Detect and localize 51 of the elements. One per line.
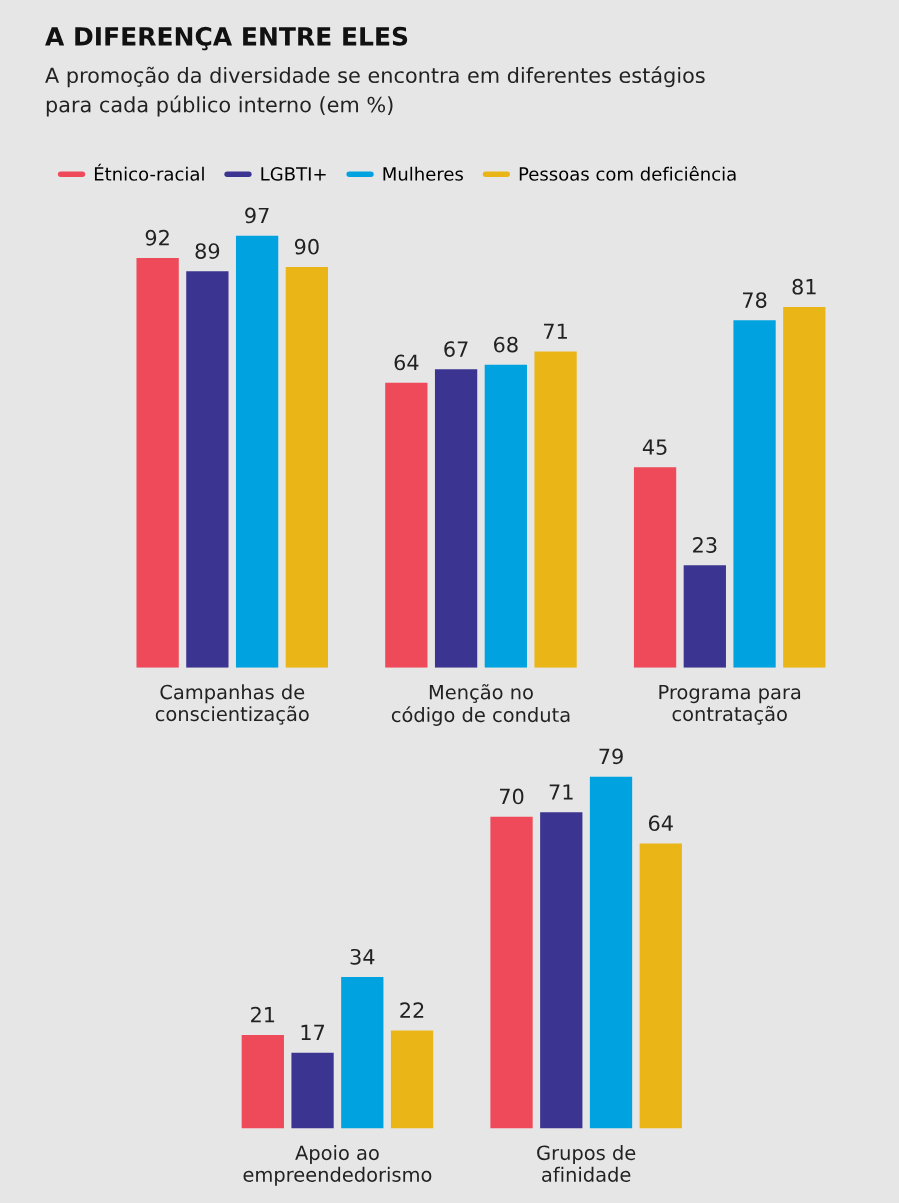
bar — [434, 369, 478, 668]
bar — [235, 235, 279, 668]
data-label: 64 — [394, 354, 419, 371]
chart-title: A DIFERENÇA ENTRE ELES — [45, 26, 408, 51]
data-label: 68 — [494, 336, 518, 353]
legend-label: Mulheres — [383, 166, 463, 181]
bar — [136, 258, 179, 668]
bar — [385, 382, 428, 668]
data-label: 92 — [145, 229, 169, 246]
bar — [484, 364, 527, 668]
data-label: 97 — [245, 207, 269, 224]
bar — [291, 1052, 334, 1129]
data-label: 81 — [792, 278, 816, 295]
bar — [490, 816, 533, 1129]
data-label: 79 — [599, 748, 623, 765]
bar — [285, 266, 328, 668]
bar — [683, 565, 726, 668]
data-label: 67 — [444, 341, 468, 357]
bar — [186, 271, 229, 668]
bar — [341, 977, 384, 1129]
x-tick-label: Programa para contratação — [659, 684, 801, 725]
bar — [783, 306, 826, 668]
data-label: 34 — [350, 948, 375, 965]
data-label: 64 — [648, 815, 673, 832]
data-label: 71 — [544, 323, 567, 339]
bar — [534, 351, 577, 668]
data-label: 70 — [499, 788, 524, 805]
x-tick-label: Menção no código de conduta — [391, 684, 570, 726]
x-tick-label: Grupos de afinidade — [537, 1145, 636, 1182]
data-label: 17 — [301, 1024, 325, 1041]
bar — [540, 812, 583, 1129]
legend-label: LGBTI+ — [261, 167, 326, 181]
data-label: 89 — [195, 243, 220, 259]
x-tick-label: Campanhas de conscientização — [155, 684, 309, 725]
legend-label: Étnico-racial — [94, 163, 204, 181]
chart-subtitle: A promoção da diversidade se encontra em diferentes estágios para cada público interno (em %) — [45, 66, 705, 117]
bar — [633, 467, 677, 668]
data-label: 78 — [743, 292, 767, 308]
bar — [241, 1034, 284, 1129]
data-label: 45 — [642, 439, 667, 455]
data-label: 21 — [251, 1006, 275, 1023]
bar — [639, 843, 682, 1129]
bar — [390, 1030, 434, 1129]
data-label: 90 — [294, 238, 319, 255]
legend-label: Pessoas com deficiência — [519, 166, 736, 181]
data-label: 71 — [549, 784, 573, 800]
bar — [733, 320, 776, 668]
data-label: 23 — [693, 537, 717, 553]
x-tick-label: Apoio ao empreendedorismo — [243, 1145, 432, 1186]
bar — [589, 776, 633, 1129]
data-label: 22 — [400, 1002, 424, 1018]
